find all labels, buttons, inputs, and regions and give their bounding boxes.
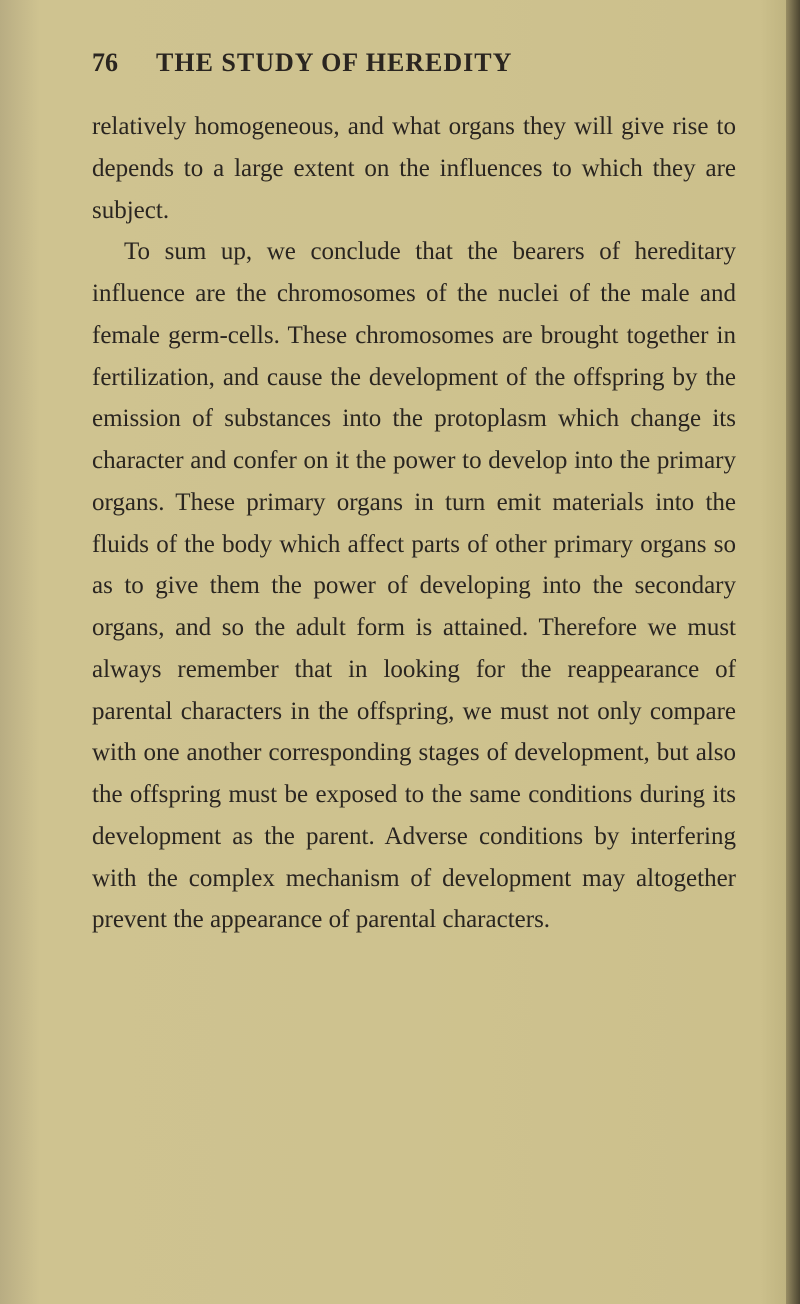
book-page: 76 THE STUDY OF HEREDITY relatively homo… xyxy=(0,0,800,1001)
page-number: 76 xyxy=(92,48,118,78)
right-page-edge xyxy=(786,0,800,1304)
paragraph: relatively homogeneous, and what organs … xyxy=(92,106,736,231)
body-text: relatively homogeneous, and what organs … xyxy=(92,106,736,941)
paragraph: To sum up, we conclude that the bearers … xyxy=(92,231,736,941)
page-title: THE STUDY OF HEREDITY xyxy=(156,48,512,78)
page-header: 76 THE STUDY OF HEREDITY xyxy=(92,48,736,78)
left-shadow xyxy=(0,0,40,1304)
